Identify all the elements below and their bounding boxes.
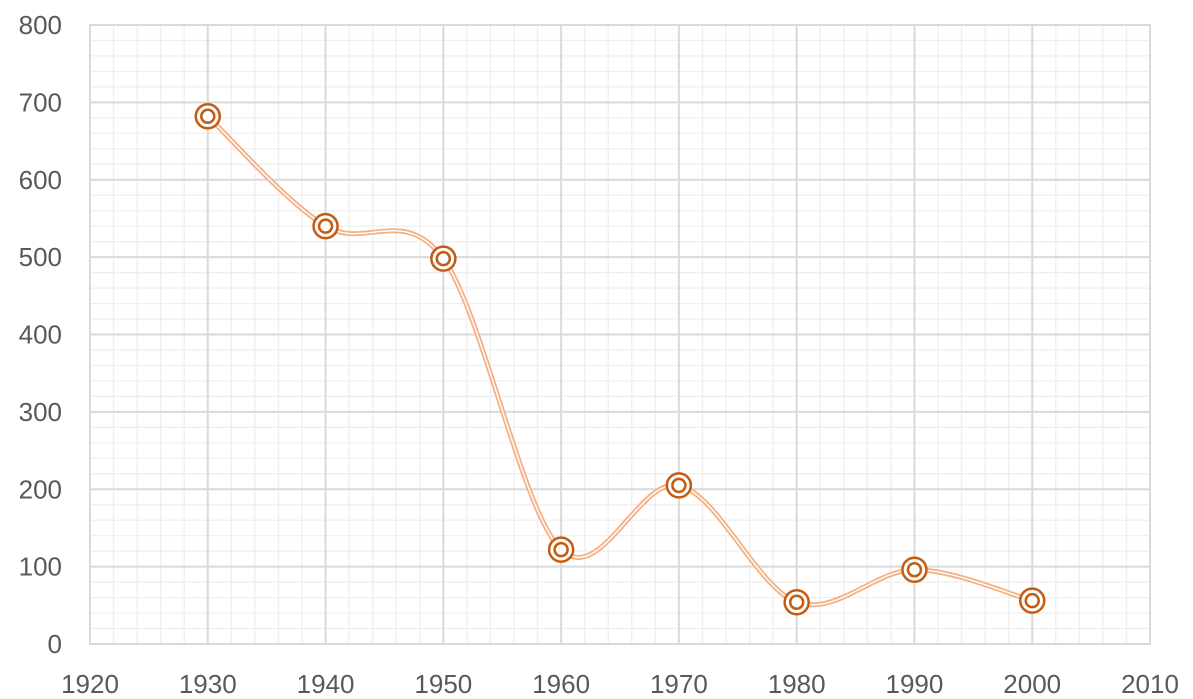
marker-layer	[194, 103, 1046, 616]
data-point-inner-ring	[435, 250, 452, 267]
data-point	[665, 472, 693, 499]
data-point-outer-ring	[665, 472, 693, 499]
data-point-inner-ring	[553, 541, 569, 558]
x-tick-label: 1920	[61, 669, 119, 699]
x-tick-label: 1930	[179, 669, 237, 699]
y-tick-label: 400	[19, 320, 62, 350]
y-tick-label: 0	[48, 629, 62, 659]
data-point-outer-ring	[312, 212, 339, 240]
data-point-inner-ring	[1024, 592, 1040, 609]
y-tick-label: 200	[19, 474, 62, 504]
plot-area	[89, 24, 1151, 645]
data-point	[312, 212, 339, 240]
series-line-outer	[205, 113, 1035, 608]
x-tick-label: 1990	[886, 669, 944, 699]
y-tick-label: 600	[19, 165, 62, 195]
x-tick-label: 1970	[650, 669, 708, 699]
data-point-inner-ring	[317, 218, 334, 234]
data-point	[194, 103, 222, 130]
data-point-inner-ring	[906, 561, 923, 578]
data-point-outer-ring	[1018, 587, 1046, 614]
y-tick-label: 700	[19, 87, 62, 117]
data-point	[783, 588, 810, 616]
data-point	[547, 536, 575, 563]
x-tick-label: 2000	[1003, 669, 1061, 699]
x-tick-label: 1940	[297, 669, 355, 699]
x-tick-label: 1960	[532, 669, 590, 699]
y-tick-label: 100	[19, 552, 62, 582]
data-point-outer-ring	[430, 245, 457, 272]
data-point	[901, 556, 928, 583]
data-point	[430, 245, 457, 272]
x-tick-label: 2010	[1121, 669, 1179, 699]
y-tick-label: 800	[19, 10, 62, 40]
x-tick-label: 1980	[768, 669, 826, 699]
series-line-inner	[207, 115, 1033, 606]
data-point	[1018, 587, 1046, 614]
data-point-inner-ring	[200, 108, 216, 125]
y-tick-label: 500	[19, 242, 62, 272]
data-point-outer-ring	[547, 536, 575, 563]
data-point-outer-ring	[901, 556, 928, 583]
data-point-outer-ring	[783, 588, 810, 616]
x-tick-label: 1950	[414, 669, 472, 699]
data-point-outer-ring	[194, 103, 222, 130]
y-tick-label: 300	[19, 397, 62, 427]
x-axis-tick-labels: 1920 1930 1940 1950 1960 1970 1980 1990 2000 2010	[61, 669, 1179, 699]
series-layer	[205, 113, 1035, 608]
y-axis-tick-labels: 0 100 200 300 400 500 600 700 800	[19, 10, 62, 659]
plot-area-border	[89, 24, 1151, 645]
data-point-inner-ring	[788, 594, 805, 610]
data-point-inner-ring	[671, 477, 687, 494]
